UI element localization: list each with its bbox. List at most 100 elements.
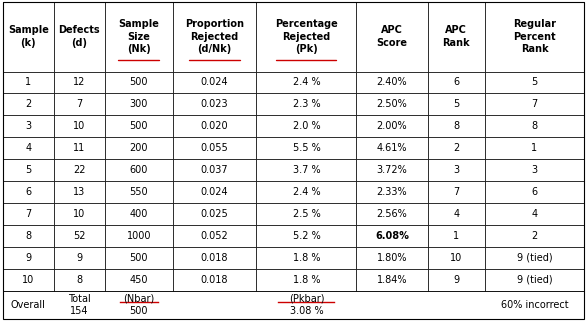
Bar <box>173 72 257 93</box>
Bar <box>173 247 257 269</box>
Bar <box>105 72 173 93</box>
Text: 300: 300 <box>130 100 148 109</box>
Bar <box>3 72 54 93</box>
Text: 0.052: 0.052 <box>201 231 228 241</box>
Bar <box>257 159 356 181</box>
Bar <box>257 203 356 225</box>
Text: 5: 5 <box>25 165 32 175</box>
Text: Defects
(d): Defects (d) <box>59 25 100 48</box>
Text: 0.020: 0.020 <box>201 121 228 131</box>
Bar <box>3 137 54 159</box>
Text: APC
Rank: APC Rank <box>443 25 470 48</box>
Text: 0.024: 0.024 <box>201 187 228 197</box>
Bar <box>173 203 257 225</box>
Text: 52: 52 <box>73 231 86 241</box>
Bar <box>105 247 173 269</box>
Text: 0.018: 0.018 <box>201 275 228 285</box>
Bar <box>485 247 584 269</box>
Bar <box>485 269 584 291</box>
Text: 9 (tied): 9 (tied) <box>517 253 552 263</box>
Text: 3.08 %: 3.08 % <box>289 306 323 317</box>
Bar <box>257 72 356 93</box>
Bar <box>427 203 485 225</box>
Text: 3.72%: 3.72% <box>377 165 407 175</box>
Text: Overall: Overall <box>11 300 46 310</box>
Bar <box>54 159 105 181</box>
Text: 500: 500 <box>130 77 148 88</box>
Bar <box>427 72 485 93</box>
Bar <box>173 181 257 203</box>
Text: Sample
Size
(Nk): Sample Size (Nk) <box>119 19 159 54</box>
Text: 6: 6 <box>453 77 459 88</box>
Bar <box>427 2 485 72</box>
Text: 500: 500 <box>130 121 148 131</box>
Text: 7: 7 <box>25 209 32 219</box>
Text: 9: 9 <box>76 253 83 263</box>
Text: 0.025: 0.025 <box>201 209 228 219</box>
Text: 3: 3 <box>453 165 459 175</box>
Bar <box>3 159 54 181</box>
Bar <box>173 159 257 181</box>
Text: 13: 13 <box>73 187 86 197</box>
Text: 3.7 %: 3.7 % <box>292 165 321 175</box>
Bar <box>3 203 54 225</box>
Bar <box>485 137 584 159</box>
Bar <box>485 225 584 247</box>
Text: 2: 2 <box>531 231 538 241</box>
Bar <box>105 203 173 225</box>
Bar <box>427 247 485 269</box>
Text: 2.4 %: 2.4 % <box>292 77 321 88</box>
Bar <box>356 269 427 291</box>
Text: 550: 550 <box>130 187 148 197</box>
Text: Percentage
Rejected
(Pk): Percentage Rejected (Pk) <box>275 19 338 54</box>
Bar <box>105 269 173 291</box>
Bar <box>54 225 105 247</box>
Bar <box>173 137 257 159</box>
Text: 12: 12 <box>73 77 86 88</box>
Bar <box>427 181 485 203</box>
Text: 10: 10 <box>450 253 463 263</box>
Text: 6: 6 <box>531 187 538 197</box>
Bar <box>105 115 173 137</box>
Text: 60% incorrect: 60% incorrect <box>501 300 568 310</box>
Bar <box>356 203 427 225</box>
Text: 4: 4 <box>453 209 459 219</box>
Bar <box>54 247 105 269</box>
Bar <box>257 137 356 159</box>
Text: 4.61%: 4.61% <box>377 143 407 153</box>
Bar <box>356 247 427 269</box>
Bar <box>485 203 584 225</box>
Text: 0.018: 0.018 <box>201 253 228 263</box>
Bar <box>485 72 584 93</box>
Text: (Nbar): (Nbar) <box>123 294 154 304</box>
Bar <box>54 137 105 159</box>
Bar <box>54 203 105 225</box>
Bar <box>173 2 257 72</box>
Bar <box>173 225 257 247</box>
Text: 1.84%: 1.84% <box>377 275 407 285</box>
Bar <box>356 225 427 247</box>
Text: 2.56%: 2.56% <box>377 209 407 219</box>
Text: 200: 200 <box>130 143 148 153</box>
Bar <box>356 159 427 181</box>
Bar <box>485 115 584 137</box>
Text: 10: 10 <box>73 121 86 131</box>
Bar <box>485 181 584 203</box>
Bar <box>105 159 173 181</box>
Bar <box>3 247 54 269</box>
Text: 8: 8 <box>25 231 32 241</box>
Text: 2.50%: 2.50% <box>377 100 407 109</box>
Bar <box>105 181 173 203</box>
Bar <box>427 115 485 137</box>
Text: 1: 1 <box>25 77 32 88</box>
Bar <box>173 115 257 137</box>
Bar <box>427 137 485 159</box>
Text: 4: 4 <box>531 209 538 219</box>
Text: 1: 1 <box>531 143 538 153</box>
Bar <box>54 93 105 115</box>
Text: 22: 22 <box>73 165 86 175</box>
Bar <box>356 115 427 137</box>
Bar <box>257 93 356 115</box>
Text: 2.33%: 2.33% <box>377 187 407 197</box>
Text: 1: 1 <box>453 231 459 241</box>
